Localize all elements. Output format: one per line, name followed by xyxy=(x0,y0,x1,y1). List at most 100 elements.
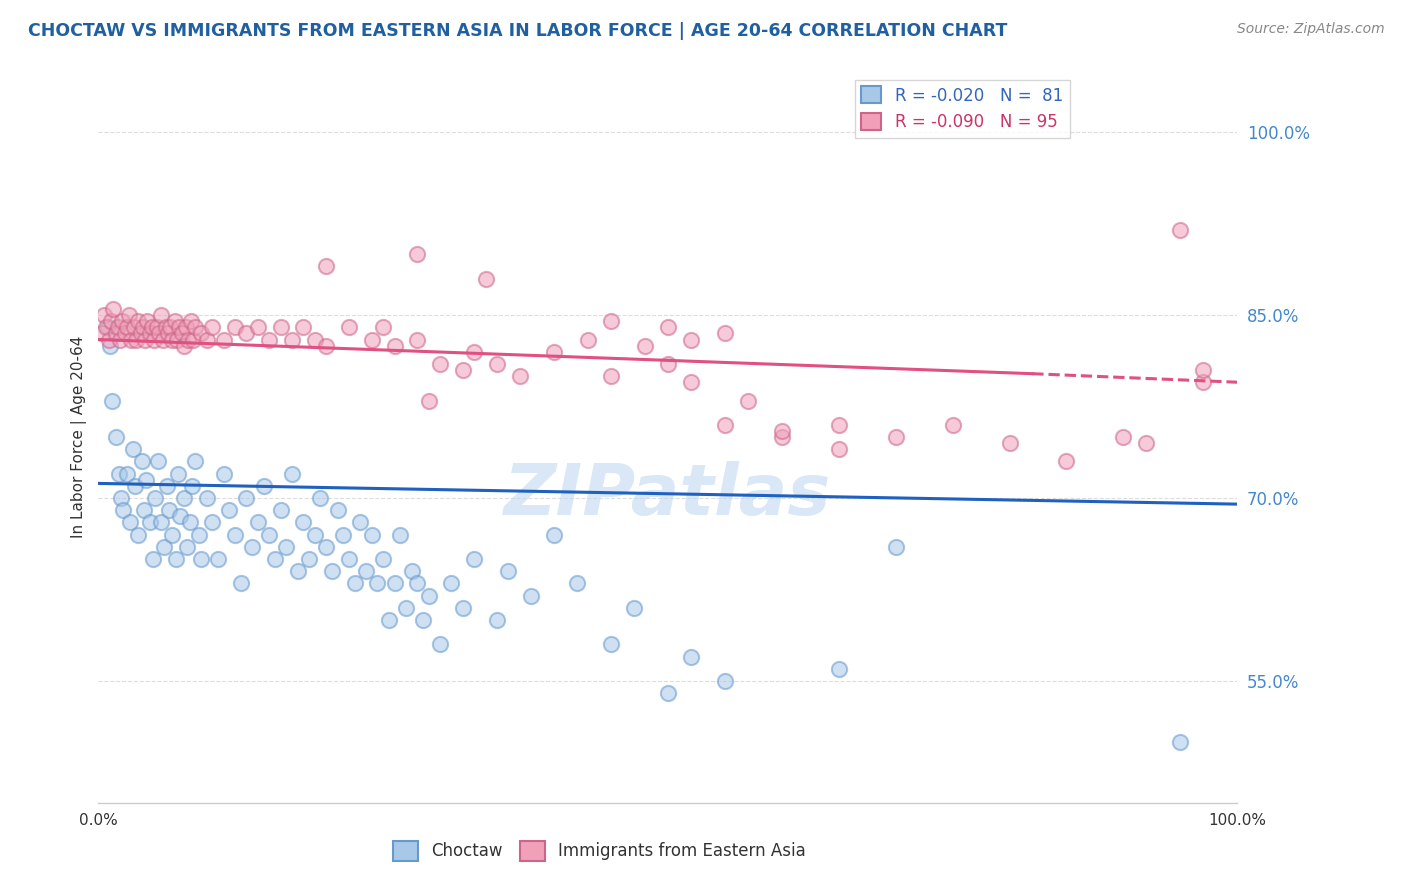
Point xyxy=(108,333,131,347)
Point xyxy=(107,320,129,334)
Point xyxy=(156,326,179,341)
Point xyxy=(371,320,394,334)
Point xyxy=(270,503,292,517)
Point xyxy=(486,613,509,627)
Point xyxy=(173,491,195,505)
Point xyxy=(315,339,337,353)
Point xyxy=(115,467,138,481)
Point xyxy=(121,442,143,457)
Point xyxy=(406,247,429,261)
Point xyxy=(600,369,623,384)
Point xyxy=(770,430,793,444)
Point xyxy=(360,527,382,541)
Point xyxy=(304,333,326,347)
Point xyxy=(163,314,186,328)
Point xyxy=(155,320,177,334)
Point xyxy=(170,326,193,341)
Point xyxy=(1056,454,1078,468)
Point xyxy=(169,509,191,524)
Point xyxy=(292,320,315,334)
Point xyxy=(298,552,321,566)
Point xyxy=(998,436,1021,450)
Point xyxy=(96,320,118,334)
Point xyxy=(321,564,343,578)
Text: Source: ZipAtlas.com: Source: ZipAtlas.com xyxy=(1237,22,1385,37)
Point xyxy=(942,417,965,432)
Point xyxy=(1192,363,1215,377)
Point xyxy=(287,564,309,578)
Point xyxy=(212,333,235,347)
Point xyxy=(224,527,246,541)
Point xyxy=(401,564,423,578)
Point xyxy=(100,314,122,328)
Point xyxy=(737,393,759,408)
Point xyxy=(103,301,125,317)
Point xyxy=(146,454,169,468)
Point xyxy=(97,333,120,347)
Point xyxy=(679,333,702,347)
Point xyxy=(166,333,188,347)
Point xyxy=(1170,735,1192,749)
Point xyxy=(96,320,118,334)
Point xyxy=(332,527,354,541)
Point xyxy=(167,467,190,481)
Point xyxy=(184,320,207,334)
Point xyxy=(337,552,360,566)
Point xyxy=(406,333,429,347)
Point xyxy=(276,540,298,554)
Point xyxy=(349,516,371,530)
Point xyxy=(679,649,702,664)
Point xyxy=(159,320,181,334)
Point xyxy=(463,552,485,566)
Point xyxy=(600,637,623,651)
Point xyxy=(337,320,360,334)
Point xyxy=(884,430,907,444)
Point xyxy=(145,320,167,334)
Point xyxy=(429,357,451,371)
Point xyxy=(142,552,165,566)
Point xyxy=(259,333,281,347)
Point xyxy=(195,491,218,505)
Point xyxy=(418,393,440,408)
Point xyxy=(440,576,463,591)
Point xyxy=(150,308,173,322)
Point xyxy=(1135,436,1157,450)
Point xyxy=(623,600,645,615)
Point xyxy=(138,326,160,341)
Point xyxy=(152,333,174,347)
Point xyxy=(132,503,155,517)
Point xyxy=(371,552,394,566)
Point xyxy=(360,333,382,347)
Point xyxy=(150,516,173,530)
Point xyxy=(224,320,246,334)
Point xyxy=(104,326,127,341)
Point xyxy=(240,540,263,554)
Point xyxy=(174,320,197,334)
Point xyxy=(148,326,170,341)
Point xyxy=(157,503,180,517)
Point xyxy=(429,637,451,651)
Point xyxy=(657,686,679,700)
Point xyxy=(343,576,366,591)
Point xyxy=(112,503,135,517)
Point xyxy=(114,326,136,341)
Point xyxy=(1192,376,1215,390)
Point xyxy=(366,576,388,591)
Point xyxy=(162,333,184,347)
Point xyxy=(118,308,141,322)
Point xyxy=(90,326,112,341)
Text: CHOCTAW VS IMMIGRANTS FROM EASTERN ASIA IN LABOR FORCE | AGE 20-64 CORRELATION C: CHOCTAW VS IMMIGRANTS FROM EASTERN ASIA … xyxy=(28,22,1008,40)
Point xyxy=(474,271,496,285)
Point xyxy=(93,308,115,322)
Point xyxy=(122,320,145,334)
Point xyxy=(115,320,138,334)
Point xyxy=(657,320,679,334)
Point xyxy=(104,430,127,444)
Point xyxy=(828,442,851,457)
Point xyxy=(315,260,337,274)
Point xyxy=(714,326,737,341)
Point xyxy=(412,613,434,627)
Point xyxy=(111,314,134,328)
Point xyxy=(180,314,202,328)
Point xyxy=(543,344,565,359)
